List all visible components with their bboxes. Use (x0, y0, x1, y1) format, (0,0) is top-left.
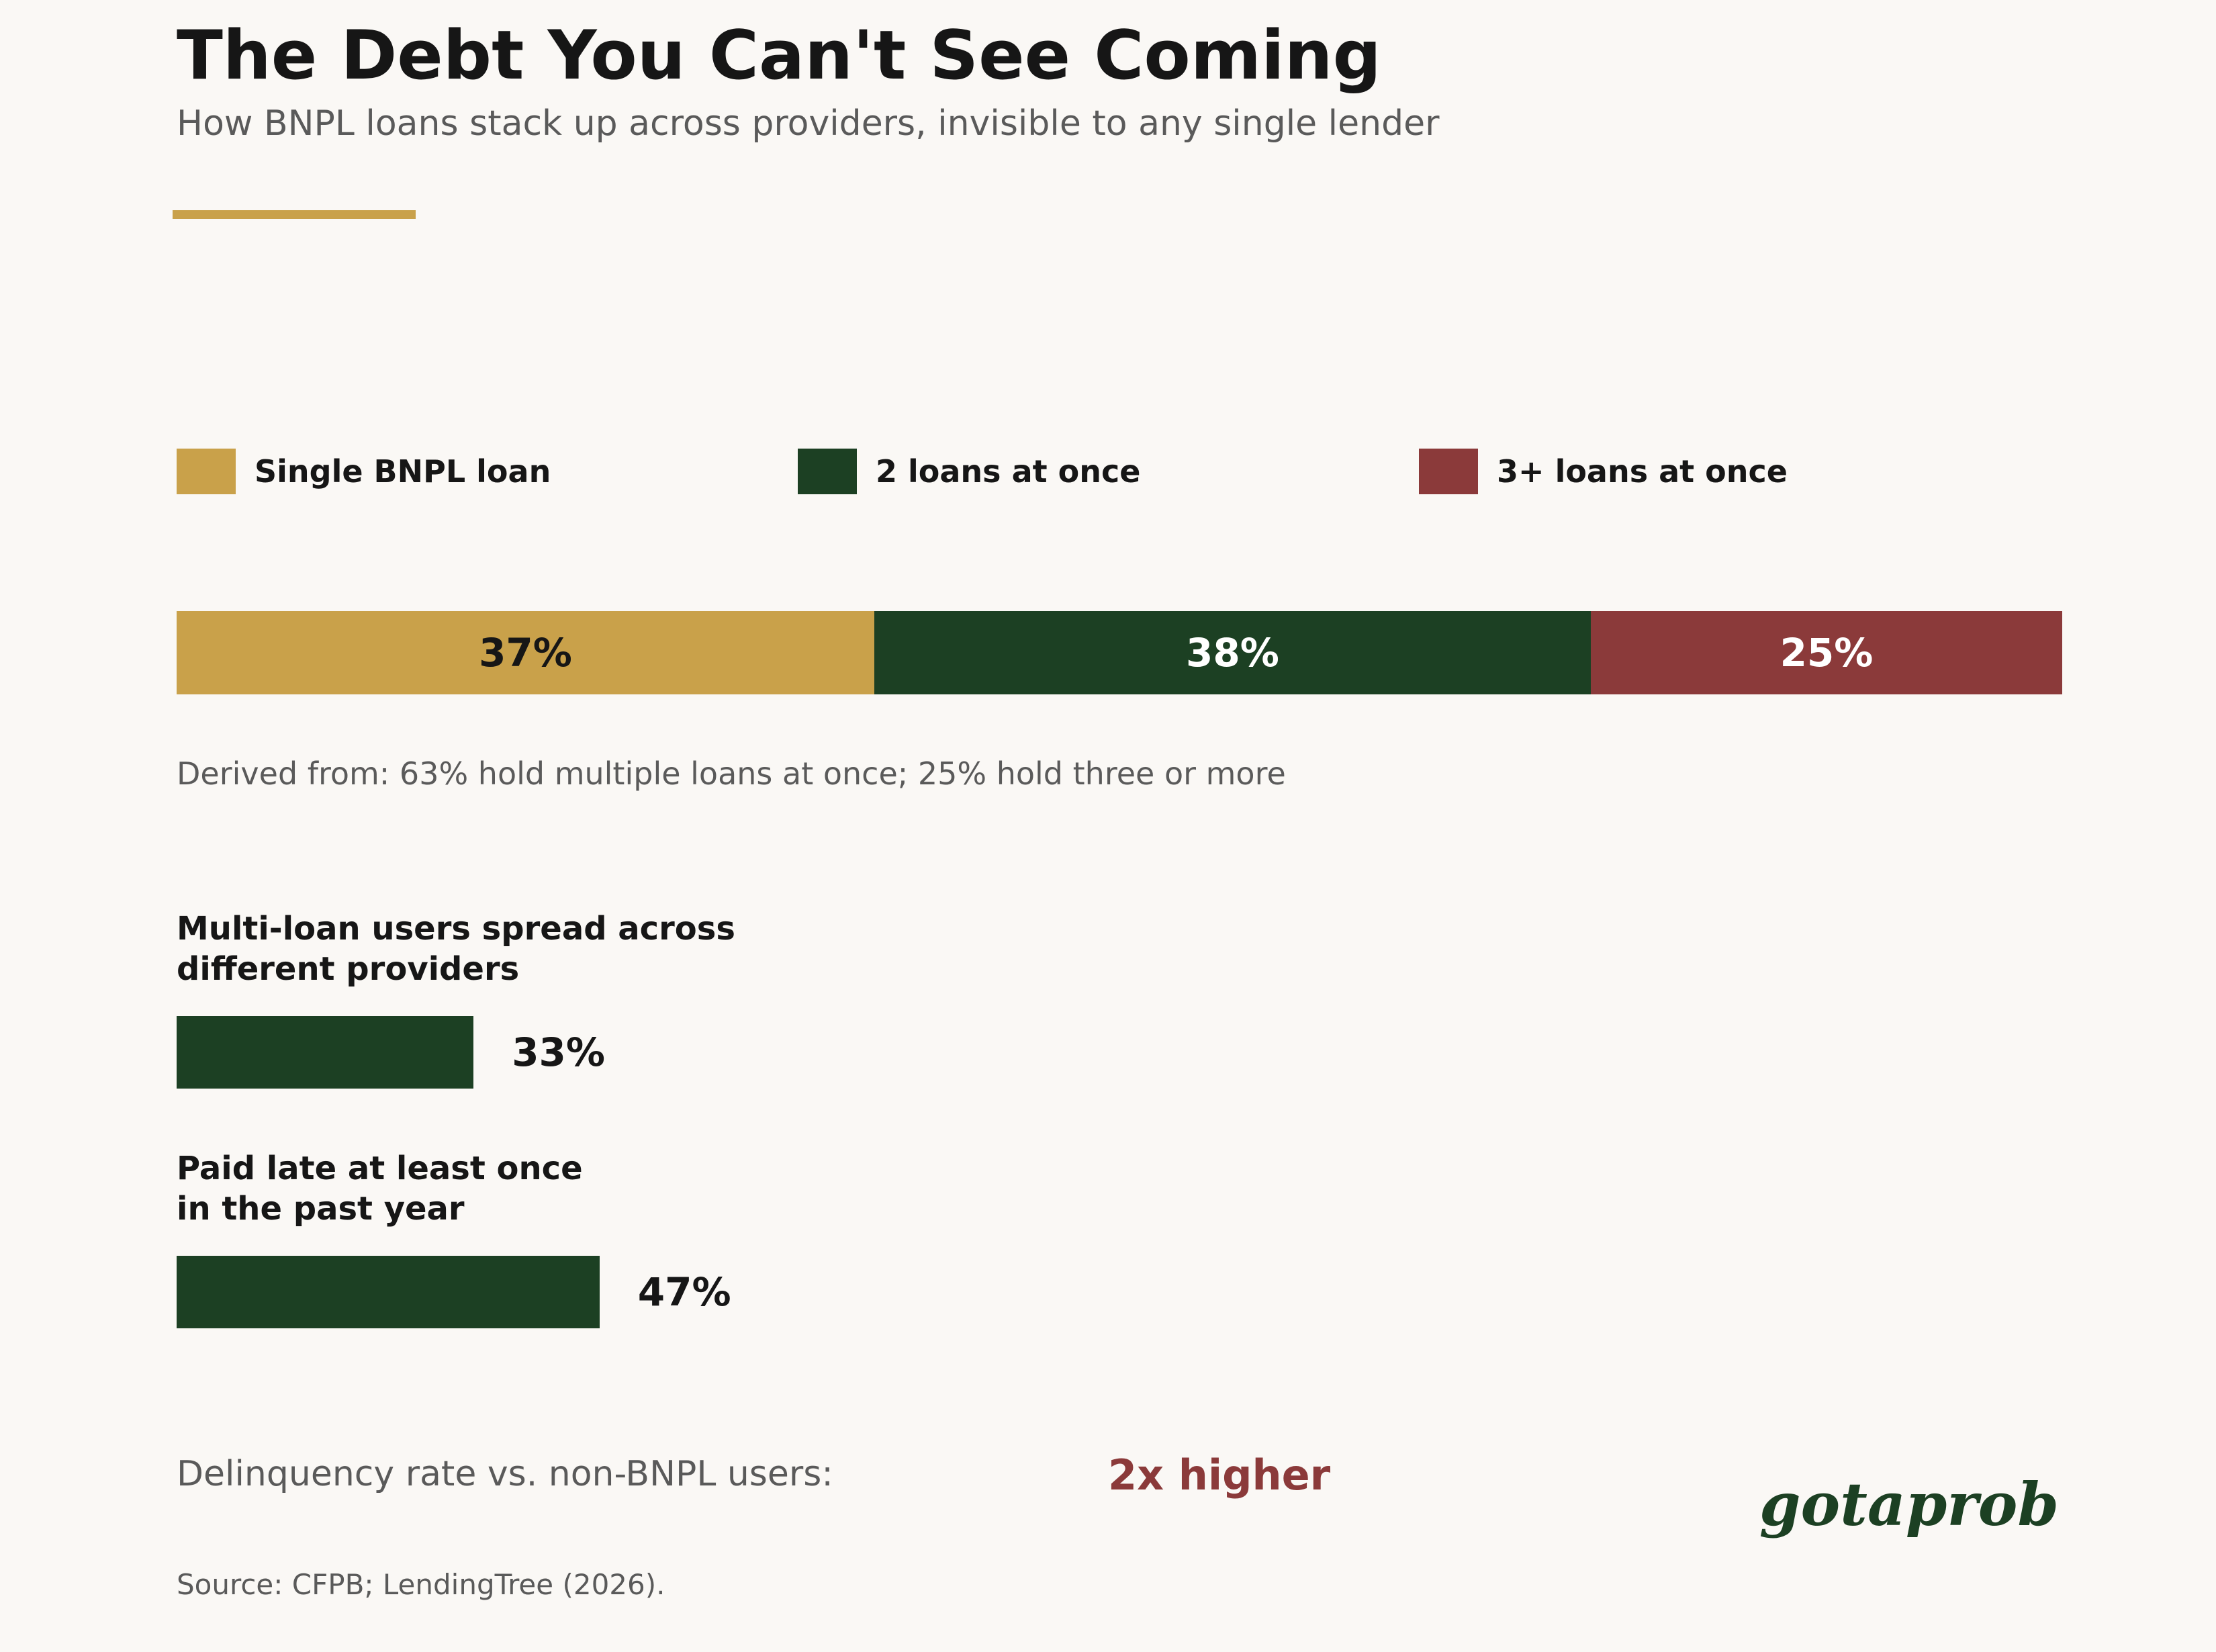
stacked-segment-two: 38% (874, 611, 1591, 694)
legend-label-single: Single BNPL loan (255, 453, 551, 490)
legend-swatch-two (798, 449, 857, 494)
stacked-segment-single: 37% (177, 611, 874, 694)
stat-bar-multi-provider (177, 1016, 474, 1089)
segment-label-two: 38% (1186, 630, 1279, 676)
chart-title: The Debt You Can't See Coming (177, 15, 1381, 95)
legend-item-two: 2 loans at once (798, 449, 1140, 494)
legend-item-three-plus: 3+ loans at once (1419, 449, 1788, 494)
derived-note: Derived from: 63% hold multiple loans at… (177, 755, 1286, 792)
brand-logo: gotaprob (1759, 1469, 2059, 1539)
stat-label-multi-provider: Multi-loan users spread across different… (177, 909, 735, 989)
stat-label-paid-late-text: Paid late at least once in the past year (177, 1150, 583, 1228)
stat-label-multi-provider-text: Multi-loan users spread across different… (177, 910, 735, 988)
stat-label-paid-late: Paid late at least once in the past year (177, 1148, 583, 1229)
chart-subtitle: How BNPL loans stack up across providers… (177, 103, 1440, 144)
legend-swatch-three-plus (1419, 449, 1478, 494)
stat-bar-paid-late (177, 1256, 600, 1328)
stacked-segment-three-plus: 25% (1590, 611, 2062, 694)
segment-label-three-plus: 25% (1780, 630, 1874, 676)
stat-value-paid-late: 47% (637, 1269, 731, 1315)
legend-label-two: 2 loans at once (876, 453, 1141, 490)
legend-label-three-plus: 3+ loans at once (1497, 453, 1788, 490)
legend-swatch-single (177, 449, 236, 494)
segment-label-single: 37% (479, 630, 572, 676)
legend-item-single: Single BNPL loan (177, 449, 551, 494)
stacked-bar: 37% 38% 25% (177, 611, 2062, 694)
stat-value-multi-provider: 33% (512, 1029, 606, 1075)
delinquency-value: 2x higher (1108, 1451, 1331, 1500)
accent-rule (173, 210, 416, 219)
delinquency-label: Delinquency rate vs. non-BNPL users: (177, 1454, 833, 1494)
source-note: Source: CFPB; LendingTree (2026). (177, 1568, 665, 1601)
